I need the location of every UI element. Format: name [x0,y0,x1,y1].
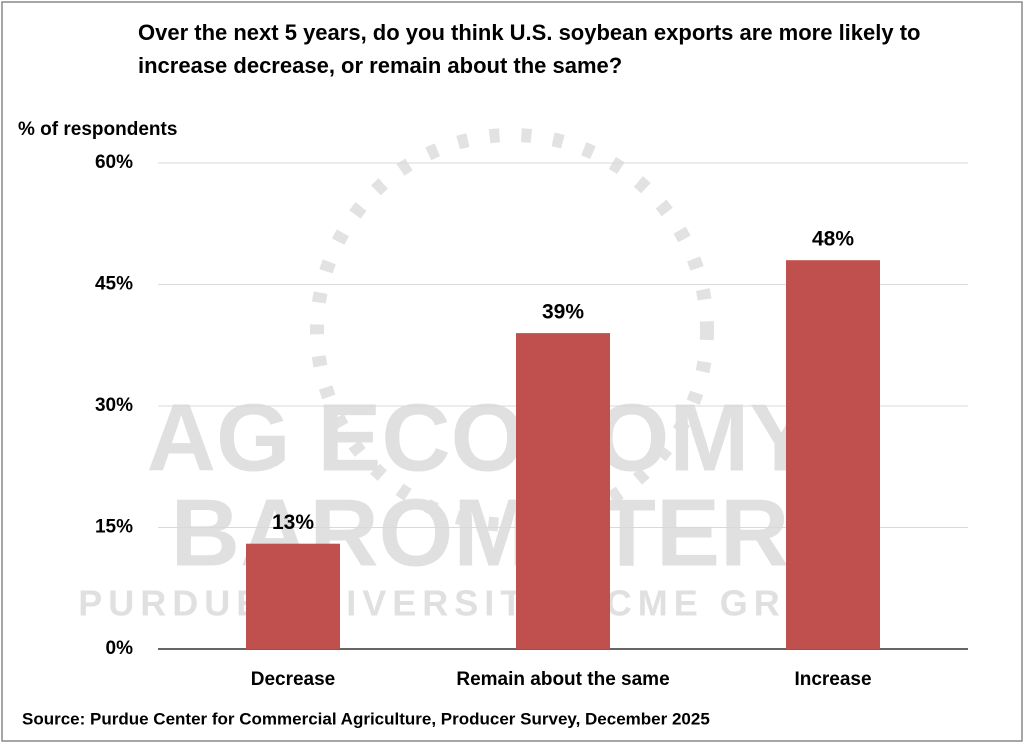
watermark-text: PURDUE UNIVERSITY | CME GROUP [78,583,882,625]
bar [246,543,340,649]
bar [516,333,610,649]
x-tick-label: Increase [794,669,871,690]
data-label: 13% [272,511,314,534]
y-axis-label: % of respondents [18,119,177,140]
watermark-dial [310,128,714,532]
x-tick-label: Remain about the same [456,669,669,690]
watermark: AG ECONOMY BAROMETER PURDUE UNIVERSITY |… [78,128,882,625]
source: Source: Purdue Center for Commercial Agr… [22,709,710,728]
x-tick-label: Decrease [251,669,336,690]
y-tick-label: 30% [95,395,133,416]
y-tick-label: 15% [95,517,133,538]
data-label: 48% [812,228,854,251]
y-tick-label: 45% [95,274,133,295]
chart-title: Over the next 5 years, do you think U.S.… [138,20,921,78]
y-tick-label: 0% [106,638,134,659]
watermark-text: AG ECONOMY [147,384,814,491]
bar [786,260,880,649]
y-tick-label: 60% [95,152,133,173]
data-label: 39% [542,301,584,324]
